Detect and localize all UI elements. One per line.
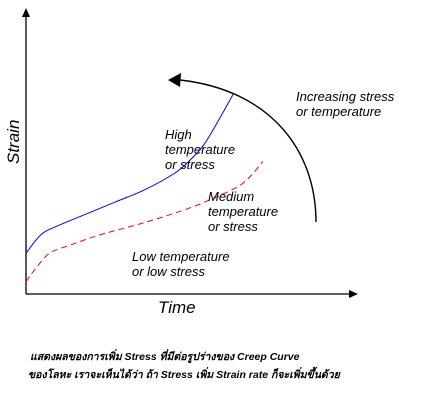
annotation-low: Low temperature or low stress: [132, 249, 230, 279]
increasing-arrow-head: [168, 73, 181, 87]
series-line-1: [25, 161, 264, 283]
x-axis-arrowhead: [349, 290, 358, 298]
annotation-medium: Medium temperature or stress: [208, 189, 279, 234]
caption-line-1: แสดงผลของการเพิ่ม Stress ที่มีต่อรูปร่าง…: [30, 351, 300, 363]
y-axis-label: Strain: [4, 119, 23, 164]
y-axis-arrowhead: [22, 8, 30, 17]
annotation-increasing: Increasing stress or temperature: [296, 89, 395, 119]
increasing-arrow-curve: [179, 79, 317, 223]
caption-line-2: ของโลหะ เราจะเห็นได้ว่า ถ้า Stress เพิ่ม…: [28, 369, 340, 381]
series-line-0: [25, 93, 234, 254]
x-axis-label: Time: [158, 298, 196, 317]
annotation-high: High temperature or stress: [165, 127, 236, 172]
